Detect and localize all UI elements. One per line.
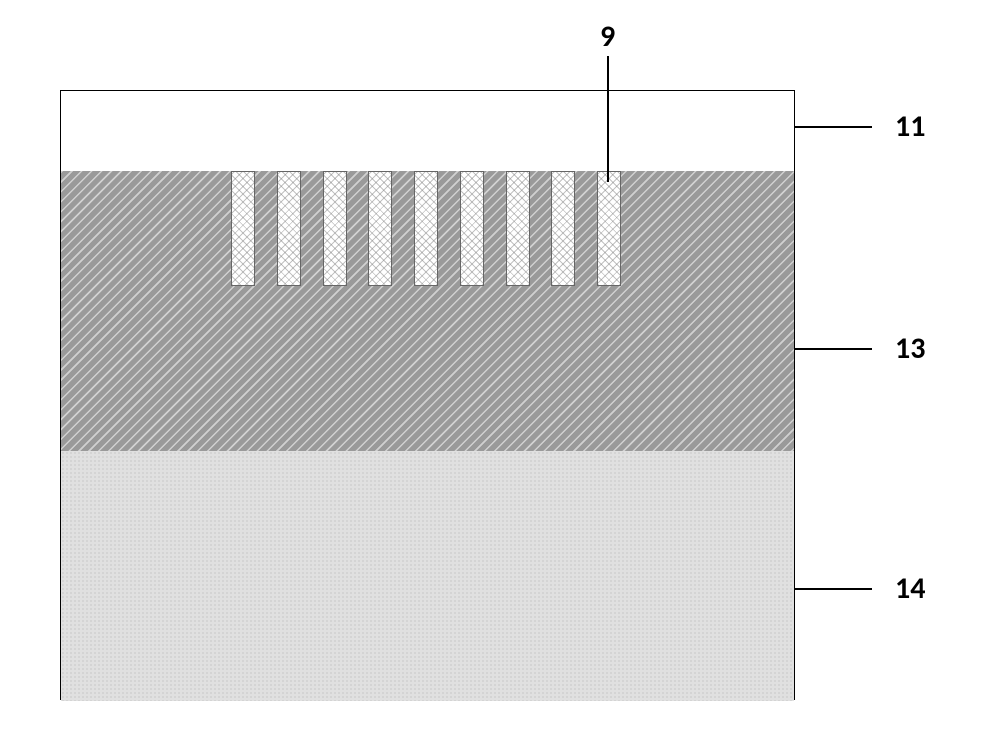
callout-13-label: 13 <box>895 330 925 367</box>
leader-9 <box>607 56 609 182</box>
callout-9-label: 9 <box>600 18 615 55</box>
leader-11 <box>795 126 872 128</box>
callout-11-label: 11 <box>895 108 925 145</box>
bar <box>323 171 347 286</box>
leader-14 <box>795 588 872 590</box>
callout-14-label: 14 <box>895 570 925 607</box>
bar <box>506 171 530 286</box>
layer-11 <box>61 91 794 171</box>
dotted-fill <box>61 451 794 701</box>
feature-9-bar-array <box>231 171 621 286</box>
layer-14 <box>61 451 794 701</box>
figure-canvas: 9 11 13 14 <box>0 0 1000 740</box>
bar <box>597 171 621 286</box>
bar <box>277 171 301 286</box>
bar <box>414 171 438 286</box>
leader-13 <box>795 348 872 350</box>
bar <box>231 171 255 286</box>
layered-stack-diagram <box>60 90 795 700</box>
bar <box>460 171 484 286</box>
bar <box>368 171 392 286</box>
bar <box>551 171 575 286</box>
